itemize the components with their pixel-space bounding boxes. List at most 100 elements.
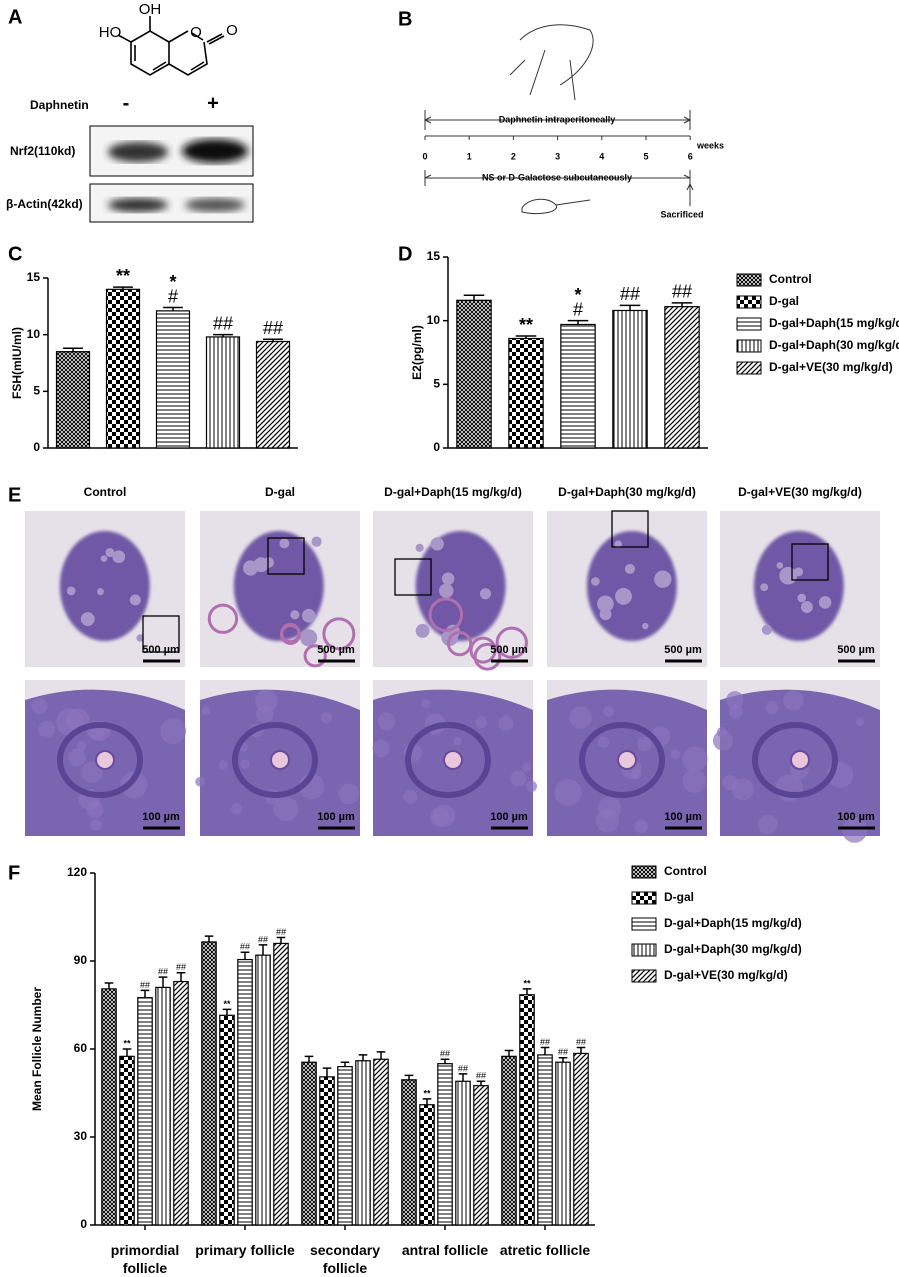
bar [201,941,217,1226]
scale-label: 100 µm [837,811,875,823]
error-bar [458,1073,468,1082]
significance-mark: ## [276,927,286,937]
tissue [682,769,707,794]
tissue [554,779,582,807]
inset-box [267,537,305,575]
tissue [757,814,778,835]
error-bar [522,988,532,995]
tissue [403,789,418,804]
timeline-unit: weeks [696,140,724,150]
tissue [421,698,431,709]
error-bar [340,1061,350,1067]
scale-label: 500 µm [837,644,875,656]
follicle [614,540,622,548]
follicle [624,563,636,574]
error-bar [304,1055,314,1063]
y-tick-label: 30 [74,1129,88,1143]
tissue [90,819,102,832]
significance-mark: # [573,300,583,320]
follicle [430,537,444,551]
tissue [731,778,755,801]
panel-label: D [398,243,412,265]
follicle [405,722,491,798]
follicle [279,538,290,549]
error-bar [63,347,83,352]
significance-mark: ## [213,314,233,334]
blot-band [108,142,168,162]
blot-label: β-Actin(42kd) [6,197,83,211]
tissue [86,801,104,819]
bar [255,340,291,449]
significance-mark: ## [258,934,268,944]
tissue [765,700,779,715]
follicle [80,612,95,627]
error-bar [358,1054,368,1061]
tissue [338,783,360,805]
error-bar [476,1080,486,1086]
timeline-label: NS or D-Galactose subcutaneously [482,172,632,182]
significance-mark: ** [223,999,231,1009]
x-tick-label: atretic follicle [499,1242,591,1258]
tissue [68,748,86,767]
bar [355,1060,371,1226]
significance-mark: ## [440,1049,450,1059]
oocyte [443,750,463,770]
y-tick-label: 5 [433,377,440,391]
y-tick-label: 0 [433,440,440,454]
follicle [415,543,424,552]
follicle [776,562,784,569]
error-bar [213,333,233,337]
x-tick-label: primary follicle [195,1242,295,1258]
tissue [682,746,708,772]
tissue [726,691,744,709]
tissue [783,690,804,711]
tissue [634,819,648,834]
scale-label: 100 µm [142,811,180,823]
error-bar [322,1067,332,1077]
follicle [818,596,832,609]
tissue [38,720,56,738]
follicle [794,567,804,577]
atom-label: O [190,24,202,41]
error-bar [515,335,537,339]
bar [456,299,492,449]
follicle [311,536,322,547]
legend-label: Control [664,864,707,878]
blot-label: Nrf2(110kd) [10,144,75,158]
error-bar [158,976,168,988]
bar [555,1061,571,1226]
group-title: D-gal+VE(30 mg/kg/d) [738,485,862,499]
tissue [81,761,103,783]
follicle [57,722,143,798]
tissue [473,642,502,671]
legend-label: D-gal+Daph(15 mg/kg/d) [769,316,899,330]
error-bar [540,1046,550,1055]
scale-label: 500 µm [317,644,355,656]
error-bar [422,1098,432,1105]
follicle [752,722,838,798]
week-label: 3 [555,151,560,161]
y-tick-label: 60 [74,1041,88,1055]
error-bar [567,319,589,325]
condition-label: - [123,92,130,114]
bar [519,994,535,1226]
tissue [279,623,301,645]
bar [508,337,544,449]
error-bar [258,944,268,956]
bar [237,958,253,1226]
bar [419,1104,435,1226]
tissue [842,817,868,843]
error-bar [163,306,183,311]
tissue [195,776,206,787]
scale-label: 100 µm [490,811,528,823]
tissue [495,626,528,659]
tissue [569,706,592,729]
tissue [372,739,390,758]
legend-swatch [631,969,657,983]
group-title: D-gal+Daph(30 mg/kg/d) [558,485,696,499]
follicle [415,623,430,638]
tissue [637,736,652,752]
error-bar [404,1074,414,1080]
tissue [231,803,243,815]
